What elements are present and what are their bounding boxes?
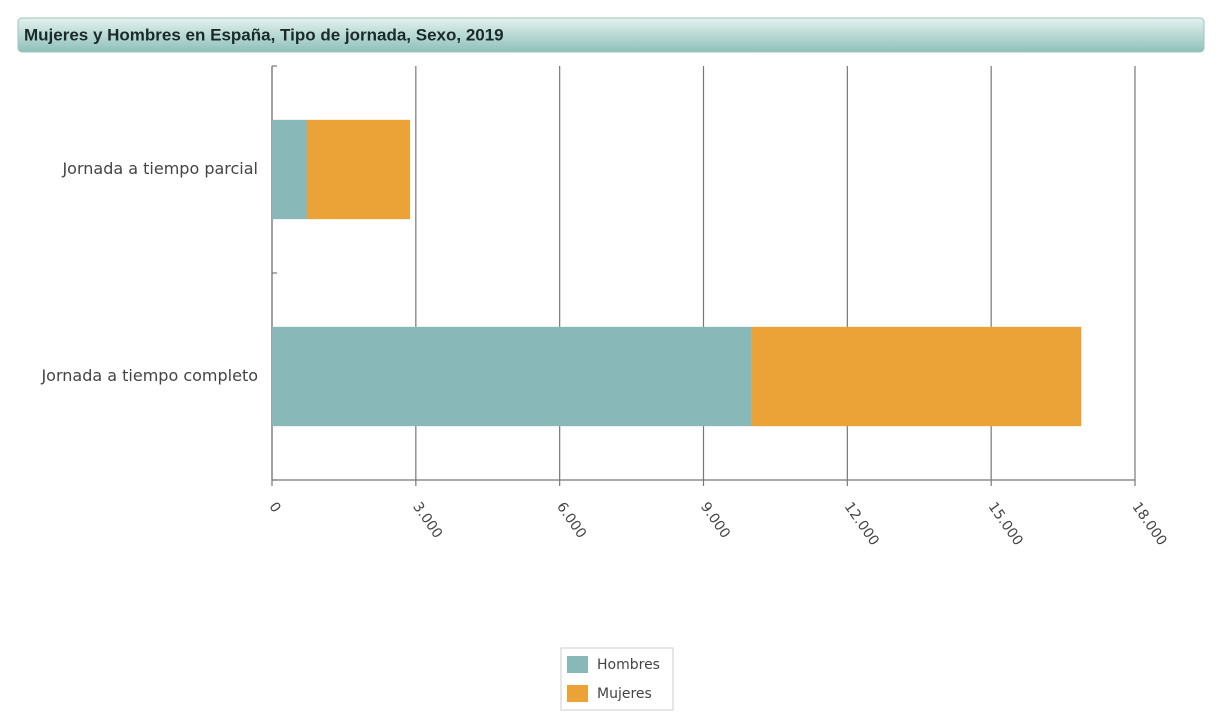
legend-label: Hombres [597, 657, 660, 673]
bar [272, 119, 307, 220]
y-tick-label: Jornada a tiempo parcial [61, 159, 258, 178]
legend-label: Mujeres [597, 686, 652, 702]
title-bar [17, 17, 1205, 53]
bar [306, 119, 411, 220]
legend-swatch [567, 656, 588, 673]
bar [272, 326, 752, 427]
x-tick-label: 0 [265, 499, 283, 515]
x-tick-label: 3.000 [409, 499, 445, 541]
x-tick-label: 18.000 [1128, 499, 1169, 548]
chart-title: Mujeres y Hombres en España, Tipo de jor… [24, 25, 504, 44]
x-tick-label: 6.000 [553, 499, 589, 541]
x-tick-label: 15.000 [985, 499, 1026, 548]
x-tick-label: 12.000 [841, 499, 882, 548]
bar [751, 326, 1082, 427]
x-tick-label: 9.000 [697, 499, 733, 541]
legend-swatch [567, 685, 588, 702]
y-tick-label: Jornada a tiempo completo [40, 366, 258, 385]
